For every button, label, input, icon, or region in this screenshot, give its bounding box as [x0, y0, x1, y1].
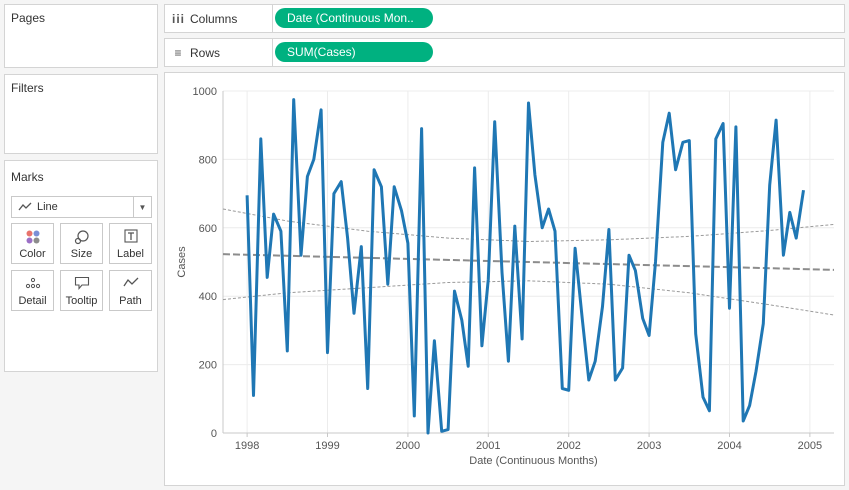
path-icon — [122, 277, 138, 287]
size-button[interactable]: Size — [60, 223, 103, 264]
y-tick-label: 800 — [199, 154, 217, 166]
color-button[interactable]: Color — [11, 223, 54, 264]
filters-card[interactable]: Filters — [4, 74, 158, 154]
rows-label: Rows — [190, 45, 221, 60]
path-label: Path — [119, 295, 142, 307]
y-tick-label: 600 — [199, 223, 217, 235]
y-tick-label: 400 — [199, 291, 217, 303]
tooltip-label: Tooltip — [65, 295, 98, 307]
x-tick-label: 1999 — [315, 440, 339, 452]
y-tick-label: 200 — [199, 360, 217, 372]
rows-shelf-label: ≡ Rows — [165, 39, 273, 66]
filters-title: Filters — [11, 81, 44, 95]
columns-icon: iii — [172, 11, 186, 26]
x-tick-label: 2005 — [798, 440, 822, 452]
x-axis-title: Date (Continuous Months) — [469, 455, 597, 467]
x-tick-label: 2000 — [396, 440, 420, 452]
y-tick-label: 1000 — [193, 86, 217, 98]
x-tick-label: 2004 — [717, 440, 741, 452]
rows-sum-cases-pill[interactable]: SUM(Cases) — [275, 42, 433, 62]
view-area[interactable]: 1998 1999 2000 2001 2002 2003 2004 2005 0 200 400 6… — [164, 72, 845, 486]
pages-title: Pages — [11, 11, 46, 25]
color-label: Color — [19, 248, 46, 260]
mark-type-dropdown[interactable]: Line ▼ — [11, 196, 152, 218]
confidence-band-upper — [222, 208, 835, 243]
rows-icon: ≡ — [174, 45, 182, 60]
label-button[interactable]: Label — [109, 223, 152, 264]
detail-button[interactable]: Detail — [11, 270, 54, 311]
trend-line — [222, 253, 835, 271]
tooltip-button[interactable]: Tooltip — [60, 270, 103, 311]
marks-card: Marks Line ▼ Color Size Label Detail — [4, 160, 158, 372]
line-chart: 1998 1999 2000 2001 2002 2003 2004 2005 0 200 400 6… — [176, 86, 835, 467]
x-tick-label: 2001 — [476, 440, 500, 452]
y-axis-title: Cases — [176, 246, 188, 278]
y-tick-label: 0 — [211, 428, 217, 440]
mark-type-label: Line — [37, 201, 58, 213]
tooltip-icon — [74, 276, 89, 290]
color-icon — [26, 230, 39, 244]
x-tick-label: 2002 — [556, 440, 580, 452]
detail-icon — [25, 277, 40, 289]
path-button[interactable]: Path — [109, 270, 152, 311]
columns-date-pill[interactable]: Date (Continuous Mon.. — [275, 8, 433, 28]
columns-shelf[interactable]: iii Columns Date (Continuous Mon.. — [164, 4, 845, 33]
columns-label: Columns — [190, 11, 238, 26]
columns-shelf-label: iii Columns — [165, 5, 273, 32]
x-tick-label: 1998 — [235, 440, 259, 452]
series-line-cases — [245, 98, 805, 435]
x-tick-label: 2003 — [637, 440, 661, 452]
detail-label: Detail — [18, 295, 47, 307]
line-mark-icon — [18, 202, 32, 211]
rows-shelf[interactable]: ≡ Rows SUM(Cases) — [164, 38, 845, 67]
size-icon — [74, 230, 89, 245]
label-label: Label — [117, 248, 144, 260]
pages-card[interactable]: Pages — [4, 4, 158, 68]
label-icon — [123, 229, 138, 243]
confidence-band-lower — [222, 280, 835, 316]
size-label: Size — [70, 248, 93, 260]
marks-title: Marks — [11, 170, 44, 184]
chevron-down-icon[interactable]: ▼ — [133, 197, 151, 217]
